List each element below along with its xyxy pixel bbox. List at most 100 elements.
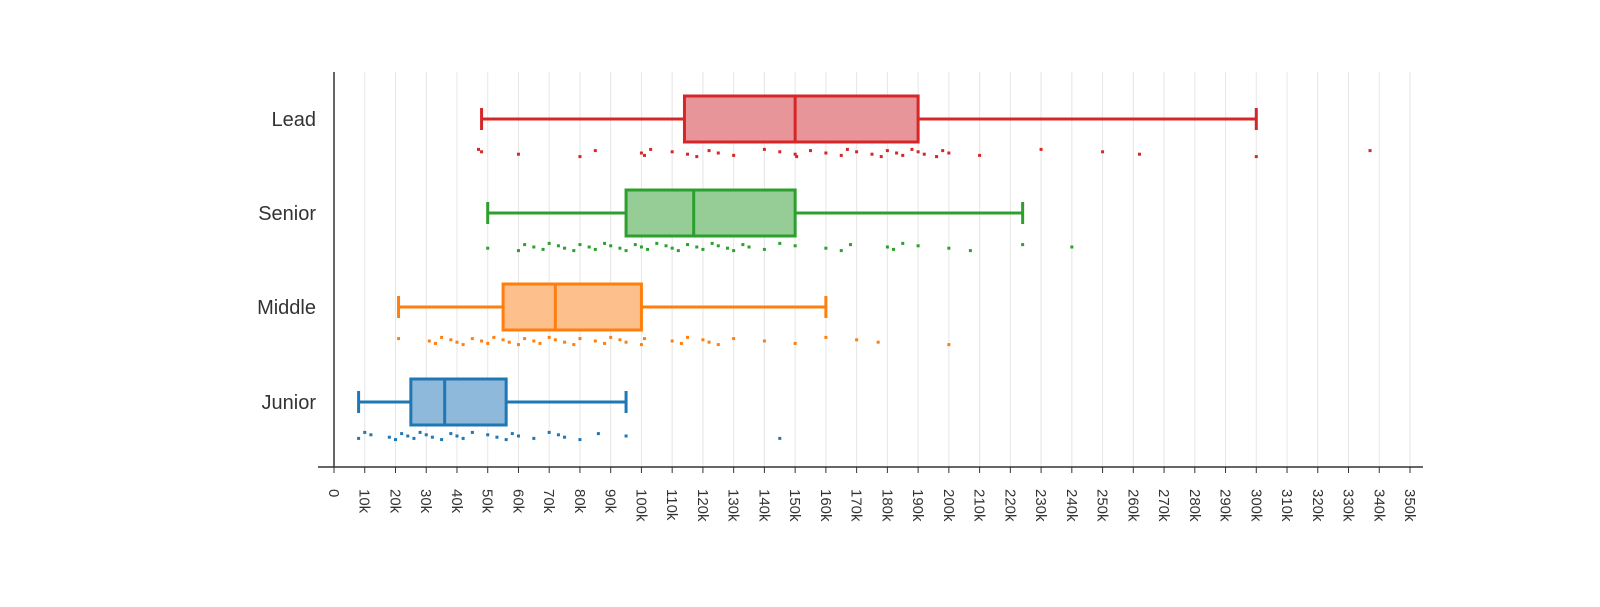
- data-point: [639, 245, 643, 249]
- data-point: [578, 337, 582, 341]
- x-tick-label: 150k: [786, 489, 803, 522]
- data-point: [741, 243, 745, 247]
- data-point: [870, 152, 874, 156]
- data-point: [563, 340, 567, 344]
- data-point: [778, 241, 782, 245]
- data-point: [947, 343, 951, 347]
- category-label: Junior: [262, 392, 317, 414]
- data-point: [895, 151, 899, 155]
- data-point: [486, 341, 490, 345]
- data-point: [901, 241, 905, 245]
- x-tick-labels: 0 10k 20k 30k 40k 50k 60k 70k 80k 90k 100k 110k 120k…: [325, 467, 1418, 522]
- data-point: [695, 245, 699, 249]
- data-point: [587, 245, 591, 249]
- data-point: [646, 247, 650, 251]
- data-point: [1070, 245, 1074, 249]
- data-point: [686, 152, 690, 156]
- iqr-box: [409, 377, 508, 427]
- x-tick-label: 100k: [632, 489, 649, 522]
- iqr-box: [624, 188, 797, 238]
- data-point: [885, 149, 889, 153]
- data-point: [480, 150, 484, 154]
- data-point: [440, 335, 444, 339]
- x-tick-label: 340k: [1370, 489, 1387, 522]
- data-point: [553, 338, 557, 342]
- data-point: [504, 438, 508, 442]
- data-point: [624, 340, 628, 344]
- data-point: [547, 430, 551, 434]
- data-point: [449, 338, 453, 342]
- data-point: [461, 436, 465, 440]
- data-point: [916, 244, 920, 248]
- x-tick-label: 350k: [1401, 489, 1418, 522]
- data-point: [968, 249, 972, 253]
- data-point: [455, 434, 459, 438]
- data-point: [532, 339, 536, 343]
- data-point: [710, 241, 714, 245]
- x-tick-label: 0: [325, 489, 342, 497]
- data-point: [516, 249, 520, 253]
- x-tick-label: 160k: [817, 489, 834, 522]
- data-point: [397, 337, 401, 341]
- data-point: [363, 430, 367, 434]
- x-tick-label: 230k: [1032, 489, 1049, 522]
- data-point: [609, 244, 613, 248]
- data-point: [357, 436, 361, 440]
- data-point: [639, 151, 643, 155]
- data-point: [440, 438, 444, 442]
- x-tick-label: 40k: [448, 489, 465, 514]
- data-point: [510, 432, 514, 436]
- data-point: [400, 432, 404, 436]
- data-point: [624, 434, 628, 438]
- data-point: [486, 246, 490, 250]
- iqr-box: [501, 282, 643, 332]
- data-point: [418, 430, 422, 434]
- data-point: [495, 435, 499, 439]
- data-point: [947, 246, 951, 250]
- x-tick-label: 260k: [1124, 489, 1141, 522]
- data-point: [695, 155, 699, 159]
- x-tick-label: 280k: [1186, 489, 1203, 522]
- x-tick-label: 20k: [386, 489, 403, 514]
- data-point: [541, 247, 545, 251]
- data-point: [876, 340, 880, 344]
- x-tick-label: 210k: [971, 489, 988, 522]
- data-point: [922, 152, 926, 156]
- x-tick-label: 190k: [909, 489, 926, 522]
- x-tick-label: 70k: [540, 489, 557, 514]
- data-point: [855, 150, 859, 154]
- data-point: [676, 249, 680, 253]
- data-point: [824, 151, 828, 155]
- x-tick-label: 250k: [1094, 489, 1111, 522]
- data-point: [470, 430, 474, 434]
- data-point: [572, 343, 576, 347]
- x-tick-label: 300k: [1247, 489, 1264, 522]
- data-point: [618, 246, 622, 250]
- data-point: [556, 244, 560, 248]
- data-point: [716, 343, 720, 347]
- data-point: [716, 244, 720, 248]
- data-point: [855, 338, 859, 342]
- data-point: [762, 147, 766, 151]
- data-point: [916, 150, 920, 154]
- data-point: [824, 246, 828, 250]
- x-tick-label: 200k: [940, 489, 957, 522]
- data-point: [935, 155, 939, 159]
- data-point: [947, 151, 951, 155]
- x-tick-label: 180k: [878, 489, 895, 522]
- data-point: [593, 247, 597, 251]
- data-point: [879, 155, 883, 159]
- x-tick-label: 30k: [417, 489, 434, 514]
- data-point: [686, 243, 690, 247]
- data-point: [563, 246, 567, 250]
- x-tick-label: 50k: [479, 489, 496, 514]
- jitter-points: [357, 147, 1372, 442]
- data-point: [686, 335, 690, 339]
- data-point: [1039, 147, 1043, 151]
- data-point: [649, 147, 653, 151]
- x-tick-label: 140k: [755, 489, 772, 522]
- data-point: [578, 243, 582, 247]
- data-point: [455, 340, 459, 344]
- data-point: [795, 155, 799, 159]
- data-point: [427, 339, 431, 343]
